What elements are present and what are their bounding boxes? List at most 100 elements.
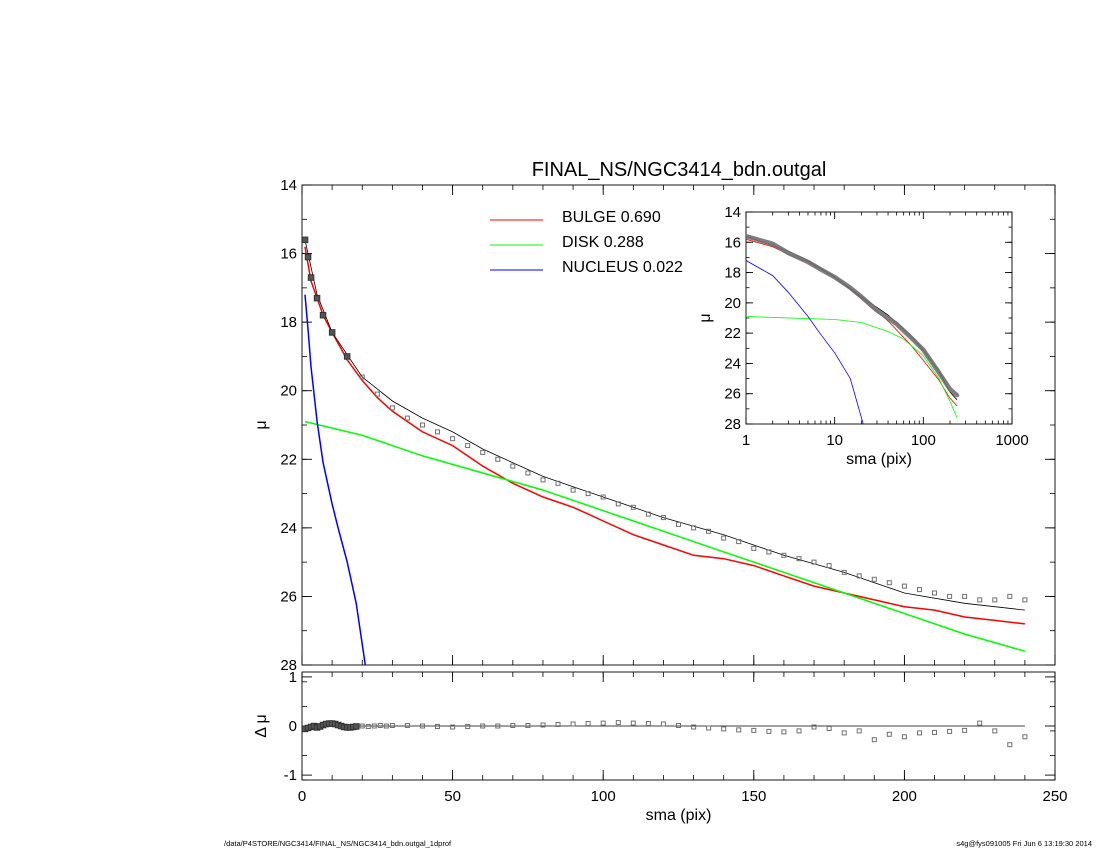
inset-x-tick-label: 1: [742, 432, 750, 449]
main-data-point: [359, 374, 365, 380]
main-data-point: [525, 470, 531, 476]
main-profile-panel: 14 16 18 20 22 24 26 28 μ: [253, 177, 1056, 674]
inset-x-axis-label: sma (pix): [846, 451, 912, 468]
inset-y-tick-label: 20: [724, 295, 741, 312]
residual-residual-point: [371, 723, 377, 729]
main-data-point: [766, 549, 772, 555]
residual-residual-point: [917, 730, 922, 736]
inset-y-tick-label: 14: [724, 204, 741, 221]
residual-residual-point: [377, 723, 383, 728]
main-y-tick-label: 16: [280, 246, 297, 263]
main-y-tick-label: 14: [280, 177, 297, 194]
main-data-point: [435, 429, 440, 435]
residual-x-axis-label: sma (pix): [646, 807, 712, 824]
residual-residual-point: [660, 721, 666, 727]
residual-residual-point: [826, 726, 832, 731]
main-data-point: [886, 580, 892, 586]
main-plot-area: [302, 236, 1028, 665]
main-data-point: [389, 405, 395, 411]
main-data-point: [600, 494, 606, 500]
main-disk-line: [304, 420, 1026, 653]
main-data-point: [871, 576, 877, 582]
residual-residual-point: [495, 723, 501, 729]
residual-x-tick-label: 50: [444, 788, 461, 805]
main-bulge-line: [304, 246, 1025, 625]
main-data-point: [615, 501, 621, 507]
residual-residual-point: [962, 727, 968, 733]
residual-residual-point: [721, 726, 727, 732]
main-y-tick-label: 26: [280, 588, 297, 605]
main-data-point: [328, 329, 336, 336]
residual-residual-point: [947, 728, 953, 734]
legend-disk-label: DISK 0.288: [562, 234, 644, 251]
residual-residual-point: [600, 720, 606, 726]
main-data-point: [977, 597, 983, 603]
residual-x-tick-label: 100: [591, 788, 616, 805]
legend-nucleus-label: NUCLEUS 0.022: [562, 259, 683, 276]
inset-y-tick-label: 24: [724, 355, 741, 372]
main-y-tick-label: 28: [280, 657, 297, 674]
main-data-point: [826, 563, 832, 569]
main-data-point: [404, 415, 410, 421]
chart-title: FINAL_NS/NGC3414_bdn.outgal: [532, 159, 827, 181]
inset-y-tick-label: 18: [724, 265, 741, 282]
residual-residual-point: [404, 723, 410, 728]
inset-disk-line: [746, 316, 958, 419]
residual-residual-point: [510, 723, 516, 728]
legend: BULGE 0.690 DISK 0.288 NUCLEUS 0.022: [490, 209, 683, 276]
residual-residual-point: [525, 723, 531, 728]
main-data-point: [374, 391, 380, 397]
inset-x-tick-label: 10: [826, 432, 843, 449]
main-y-tick-label: 22: [280, 451, 297, 468]
main-data-point: [420, 422, 425, 428]
residual-y-tick-label: -1: [284, 767, 297, 784]
main-data-point: [450, 436, 456, 442]
main-data-point: [510, 463, 516, 469]
main-data-point: [630, 504, 636, 510]
residual-residual-point: [645, 721, 651, 726]
residual-residual-point: [841, 730, 847, 736]
main-data-point: [540, 477, 546, 483]
main-data-point: [304, 253, 312, 261]
main-data-point: [343, 353, 351, 360]
main-data-point: [736, 539, 742, 545]
inset-x-tick-label: 100: [911, 432, 936, 449]
footer-stamp: s4g@fys091005 Fri Jun 6 13:19:30 2014: [956, 839, 1092, 848]
residual-residual-point: [886, 731, 892, 737]
residual-y-axis-label: Δ μ: [253, 714, 270, 737]
residual-residual-point: [811, 724, 817, 730]
inset-x-tick-label: 1000: [995, 432, 1028, 449]
main-y-tick-label: 24: [280, 520, 297, 537]
inset-y-tick-label: 16: [724, 234, 741, 251]
residual-residual-point: [365, 724, 371, 729]
main-data-point: [721, 535, 727, 541]
main-data-point: [856, 573, 862, 579]
residual-residual-point: [781, 729, 787, 735]
residual-residual-point: [796, 728, 802, 734]
inset-nucleus-line: [746, 260, 864, 424]
residual-residual-point: [676, 723, 681, 728]
residual-residual-point: [630, 720, 636, 726]
main-data-point: [645, 511, 651, 517]
main-data-point: [676, 521, 681, 527]
main-data-point: [901, 583, 907, 589]
residual-residual-point: [871, 737, 877, 743]
residual-residual-point: [615, 720, 621, 726]
main-data-point: [751, 545, 757, 551]
main-data-point: [962, 593, 968, 599]
residual-residual-point: [1007, 742, 1013, 748]
residual-residual-point: [992, 728, 998, 734]
inset-y-tick-label: 28: [724, 416, 741, 433]
residual-residual-point: [465, 724, 471, 729]
main-y-tick-label: 18: [280, 314, 297, 331]
residual-residual-point: [435, 724, 440, 729]
main-data-point: [313, 294, 321, 302]
residual-residual-point: [736, 727, 742, 733]
main-data-point: [302, 236, 309, 244]
residual-residual-point: [932, 729, 937, 735]
main-data-point: [307, 274, 315, 281]
residual-x-tick-label: 250: [1042, 788, 1067, 805]
main-data-point: [781, 552, 787, 558]
